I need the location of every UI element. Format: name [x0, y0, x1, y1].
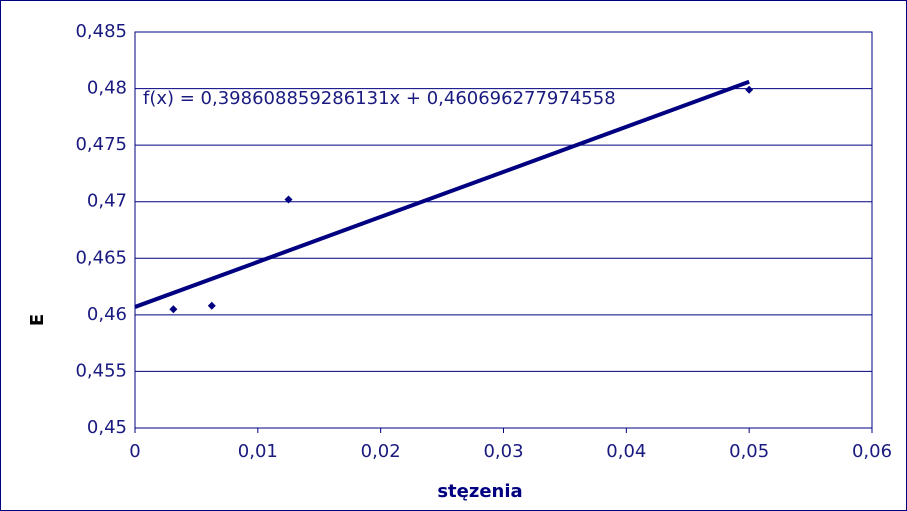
- data-point: [207, 301, 216, 310]
- y-tick-label: 0,465: [75, 247, 127, 268]
- plot-area: [134, 31, 873, 429]
- x-tick-label: 0: [129, 441, 140, 462]
- trendline: [134, 79, 750, 309]
- x-tick-label: 0,02: [361, 441, 401, 462]
- y-tick-label: 0,46: [87, 304, 127, 325]
- y-tick-label: 0,45: [87, 417, 127, 438]
- y-tick-label: 0,455: [75, 360, 127, 381]
- data-point: [169, 305, 178, 314]
- y-tick-label: 0,475: [75, 134, 127, 155]
- y-tick-label: 0,48: [87, 78, 127, 99]
- x-tick-label: 0,01: [238, 441, 278, 462]
- x-tick-label: 0,05: [729, 441, 769, 462]
- data-point: [284, 195, 293, 204]
- x-tick-label: 0,04: [606, 441, 646, 462]
- trendline-equation: f(x) = 0,398608859286131x + 0,4606962779…: [143, 88, 616, 109]
- data-point: [745, 85, 754, 94]
- y-tick-label: 0,47: [87, 191, 127, 212]
- x-tick-label: 0,06: [852, 441, 892, 462]
- y-tick-label: 0,485: [75, 21, 127, 42]
- y-axis-label: E: [27, 314, 48, 326]
- x-tick-label: 0,03: [483, 441, 523, 462]
- x-axis-label: stęzenia: [437, 481, 522, 502]
